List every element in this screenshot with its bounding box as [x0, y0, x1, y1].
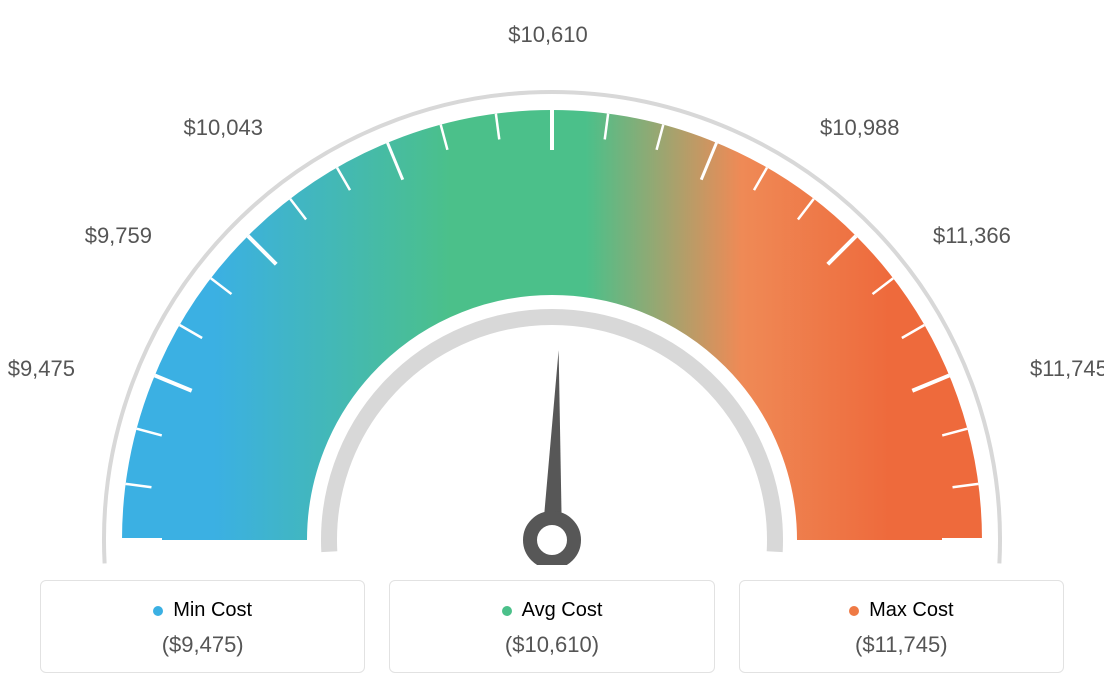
gauge-tick-label: $11,745	[1030, 356, 1104, 382]
gauge-chart: $9,475$9,759$10,043$10,610$10,988$11,366…	[30, 20, 1074, 580]
avg-cost-label-text: Avg Cost	[522, 599, 603, 622]
gauge-tick-label: $9,475	[8, 356, 75, 382]
avg-cost-card: Avg Cost ($10,610)	[389, 580, 714, 673]
dot-icon	[502, 606, 512, 616]
cost-gauge-widget: $9,475 $9,759 $10,043 $10,610 $10,988 $11,366…	[0, 0, 1104, 690]
max-cost-label: Max Cost	[849, 599, 953, 622]
dot-icon	[849, 606, 859, 616]
gauge-tick-label: $10,610	[508, 22, 588, 48]
gauge-tick-label: $11,366	[933, 223, 1011, 249]
min-cost-label: Min Cost	[153, 599, 252, 622]
min-cost-label-text: Min Cost	[173, 599, 252, 622]
max-cost-card: Max Cost ($11,745)	[739, 580, 1064, 673]
dot-icon	[153, 606, 163, 616]
avg-cost-value: ($10,610)	[400, 632, 703, 658]
avg-cost-label: Avg Cost	[502, 599, 603, 622]
min-cost-value: ($9,475)	[51, 632, 354, 658]
gauge-needle	[530, 350, 574, 562]
gauge-svg	[30, 20, 1074, 565]
min-cost-card: Min Cost ($9,475)	[40, 580, 365, 673]
max-cost-label-text: Max Cost	[869, 599, 953, 622]
max-cost-value: ($11,745)	[750, 632, 1053, 658]
summary-cards: Min Cost ($9,475) Avg Cost ($10,610) Max…	[30, 580, 1074, 673]
gauge-tick-label: $9,759	[85, 223, 152, 249]
gauge-tick-label: $10,988	[820, 115, 900, 141]
gauge-tick-label: $10,043	[183, 115, 263, 141]
